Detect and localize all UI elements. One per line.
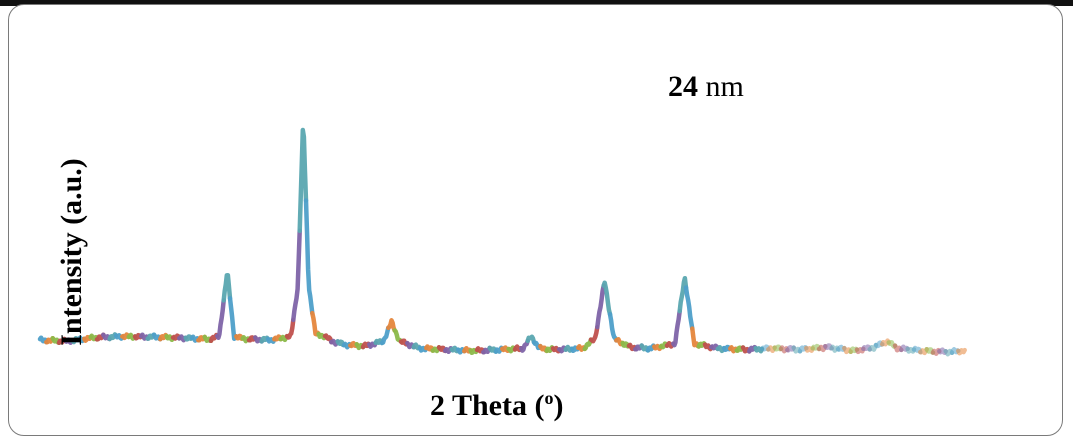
xrd-trace-segment [215, 298, 226, 341]
x-axis-label-main: 2 Theta ( [430, 389, 545, 422]
xrd-trace-segment [88, 333, 100, 342]
xrd-trace-segment [310, 310, 321, 337]
xrd-trace-segment [804, 345, 815, 353]
xrd-trace-segment [474, 346, 486, 355]
xrd-trace-segment [683, 285, 695, 331]
xrd-trace-segment [582, 337, 594, 352]
x-axis-label-close: ) [553, 389, 564, 422]
xrd-trace-segment [626, 342, 638, 352]
xrd-trace-segment [601, 280, 613, 317]
xrd-trace-segment [595, 283, 606, 330]
crystallite-size-value: 24 [668, 70, 698, 103]
xrd-trace-segment [468, 347, 480, 356]
xrd-trace-segment [607, 311, 619, 343]
xrd-trace-segment [291, 228, 302, 323]
xrd-trace-segment [221, 272, 233, 303]
xrd-trace-segment [367, 340, 378, 349]
xrd-trace-segment [759, 344, 771, 352]
xrd-trace-segment [753, 345, 765, 354]
xrd-trace-segment [424, 344, 435, 353]
xrd-trace-segment [227, 296, 239, 342]
xrd-trace-segment [867, 342, 879, 352]
x-axis-label-degree: o [544, 388, 554, 408]
xrd-trace-segment [139, 332, 150, 341]
xrd-trace-segment [164, 333, 176, 343]
xrd-trace-segment [265, 336, 277, 344]
xrd-trace-segment [272, 334, 283, 342]
xrd-trace-segment [861, 344, 872, 352]
xrd-pattern-series [37, 127, 967, 357]
xrd-trace-segment [373, 338, 385, 346]
xrd-trace-segment [386, 318, 397, 333]
xrd-trace-segment [677, 275, 689, 314]
xrd-trace-segment [519, 338, 530, 353]
y-axis-label: Intensity (a.u.) [55, 158, 88, 346]
xrd-trace-segment [322, 333, 334, 345]
xrd-trace-segment [905, 346, 917, 354]
xrd-trace-segment [956, 347, 967, 356]
xrd-trace-segment [303, 198, 315, 316]
crystallite-size-unit: nm [705, 70, 744, 103]
xrd-trace-segment [284, 317, 296, 340]
xrd-trace-segment [297, 127, 309, 234]
xrd-trace-segment [854, 346, 866, 355]
xrd-trace-segment [810, 343, 822, 352]
xrd-trace-segment [525, 334, 537, 345]
xrd-trace-segment [113, 333, 125, 341]
xrd-trace-segment [588, 324, 600, 344]
xrd-trace-segment [63, 337, 74, 345]
xrd-trace-segment [652, 343, 663, 352]
xrd-trace-segment [170, 333, 182, 341]
xrd-trace-segment [316, 331, 328, 341]
x-axis-label: 2 Theta (o) [430, 388, 563, 423]
top-border-bar [0, 0, 1073, 6]
xrd-trace-segment [911, 345, 923, 355]
xrd-trace-segment [37, 335, 49, 345]
xrd-trace-segment [709, 343, 720, 352]
xrd-trace-segment [379, 325, 391, 346]
crystallite-size-annotation: 24 nm [668, 70, 744, 104]
xrd-trace-segment [671, 308, 682, 348]
xrd-trace-segment [417, 345, 429, 353]
chart-frame [8, 4, 1063, 436]
